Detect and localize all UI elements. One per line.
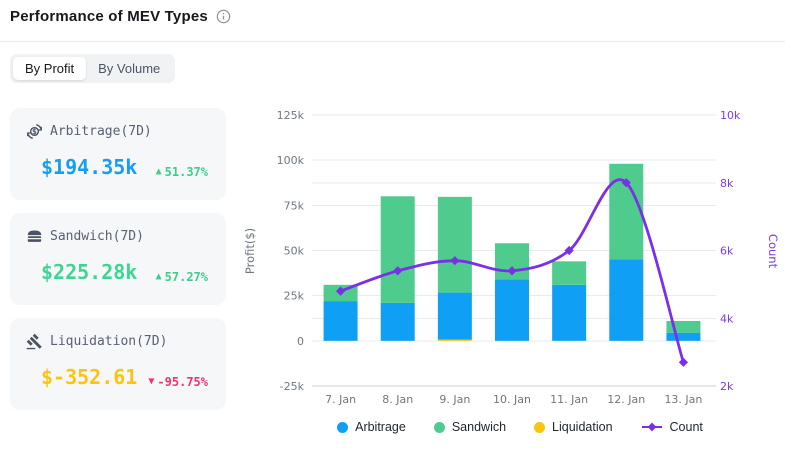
change-value: 57.27% (164, 269, 208, 284)
card-body: $194.35k ▲ 51.37% (26, 155, 210, 179)
liquidation-gavel-icon (26, 333, 43, 350)
view-toggle: By Profit By Volume (10, 54, 176, 83)
svg-text:Profit($): Profit($) (243, 228, 257, 274)
svg-text:9. Jan: 9. Jan (439, 393, 470, 406)
stat-card-label: Sandwich(7D) (50, 229, 144, 244)
page-title: Performance of MEV Types (10, 8, 208, 25)
legend-label: Liquidation (552, 420, 613, 434)
legend-label: Sandwich (451, 420, 507, 434)
svg-text:6k: 6k (720, 245, 734, 258)
stat-card-label: Liquidation(7D) (50, 334, 168, 349)
header-divider (0, 41, 785, 42)
stat-card-label: Arbitrage(7D) (50, 124, 152, 139)
change-value: 51.37% (164, 164, 208, 179)
legend-item-arbitrage[interactable]: Arbitrage (337, 420, 406, 434)
svg-text:125k: 125k (277, 109, 305, 122)
legend-item-sandwich[interactable]: Sandwich (433, 420, 507, 434)
svg-text:10k: 10k (720, 109, 741, 122)
svg-text:2k: 2k (720, 380, 734, 393)
change-arrow-icon: ▲ (155, 271, 162, 282)
svg-text:8k: 8k (720, 177, 734, 190)
tab-by-volume[interactable]: By Volume (86, 57, 172, 80)
change-arrow-icon: ▲ (155, 166, 162, 177)
svg-text:Count: Count (766, 234, 780, 269)
legend-item-liquidation[interactable]: Liquidation (534, 420, 613, 434)
svg-text:100k: 100k (277, 154, 305, 167)
chart-legend: Arbitrage Sandwich Liquidation Count (280, 420, 760, 434)
legend-item-count[interactable]: Count (641, 420, 703, 434)
stat-card-liquidation: Liquidation(7D) $-352.61 ▼ -95.75% (10, 318, 226, 410)
svg-text:8. Jan: 8. Jan (382, 393, 413, 406)
change-value: -95.75% (157, 374, 208, 389)
stat-card-change: ▲ 51.37% (156, 165, 208, 179)
svg-text:12. Jan: 12. Jan (607, 393, 645, 406)
legend-label: Arbitrage (355, 420, 406, 434)
svg-text:0: 0 (297, 335, 304, 348)
arbitrage-coin-icon: $ (26, 123, 43, 140)
stat-card-arbitrage: $ Arbitrage(7D) $194.35k ▲ 51.37% (10, 108, 226, 200)
svg-text:75k: 75k (284, 199, 305, 212)
card-body: $225.28k ▲ 57.27% (26, 260, 210, 284)
svg-text:4k: 4k (720, 312, 734, 325)
mev-chart-svg[interactable]: 125k 100k 75k 50k 25k 0 -25k 10k 8k 6k 4k 2k 7. Jan 8… (240, 95, 785, 415)
svg-text:11. Jan: 11. Jan (550, 393, 588, 406)
svg-text:$: $ (32, 128, 37, 136)
card-head: Liquidation(7D) (26, 333, 210, 350)
count-line-diamond-icon (641, 422, 662, 432)
stat-card-change: ▼ -95.75% (148, 375, 208, 389)
sandwich-icon (26, 228, 43, 245)
svg-text:50k: 50k (284, 245, 305, 258)
svg-text:-25k: -25k (280, 380, 305, 393)
legend-label: Count (669, 420, 703, 434)
stat-card-value: $194.35k (41, 155, 138, 179)
change-arrow-icon: ▼ (148, 376, 155, 387)
sandwich-legend-dot-icon (433, 421, 445, 433)
info-icon[interactable] (216, 9, 231, 24)
stat-card-change: ▲ 57.27% (156, 270, 208, 284)
svg-text:13. Jan: 13. Jan (664, 393, 702, 406)
svg-text:10. Jan: 10. Jan (493, 393, 531, 406)
stat-card-value: $-352.61 (41, 365, 138, 389)
card-head: Sandwich(7D) (26, 228, 210, 245)
chart-area: 125k 100k 75k 50k 25k 0 -25k 10k 8k 6k 4k 2k 7. Jan 8… (240, 95, 785, 455)
svg-text:25k: 25k (284, 290, 305, 303)
liquidation-legend-dot-icon (534, 421, 546, 433)
card-body: $-352.61 ▼ -95.75% (26, 365, 210, 389)
arbitrage-legend-dot-icon (337, 421, 349, 433)
svg-text:7. Jan: 7. Jan (325, 393, 356, 406)
stat-card-value: $225.28k (41, 260, 138, 284)
header: Performance of MEV Types (10, 8, 231, 25)
tab-by-profit[interactable]: By Profit (13, 57, 87, 80)
card-head: $ Arbitrage(7D) (26, 123, 210, 140)
stat-card-sandwich: Sandwich(7D) $225.28k ▲ 57.27% (10, 213, 226, 305)
